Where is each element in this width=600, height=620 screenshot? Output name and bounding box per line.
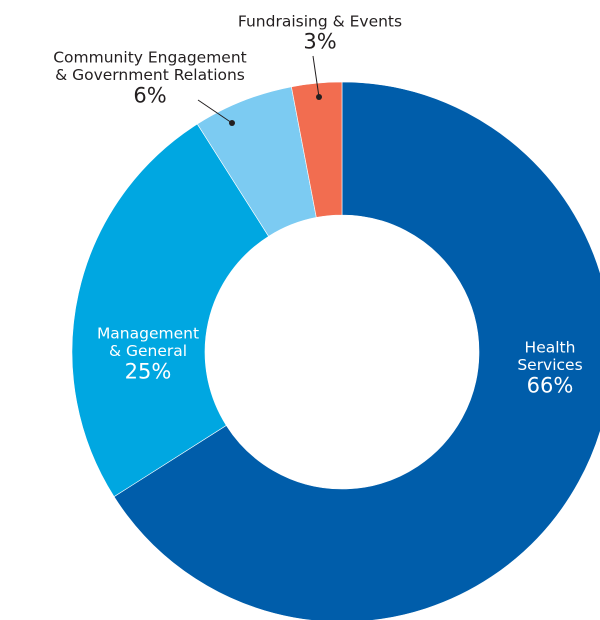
slice-label-health-services: Health Services 66% bbox=[517, 338, 582, 397]
slice-label-line: & Government Relations bbox=[55, 66, 245, 84]
donut-slices bbox=[71, 81, 600, 620]
leader-dot-fundraising-and-events bbox=[316, 94, 322, 100]
slice-label-line: Management bbox=[97, 324, 199, 342]
slice-label-management-and-general: Management & General 25% bbox=[97, 324, 199, 383]
slice-value-label: 3% bbox=[303, 29, 336, 53]
slice-health-services bbox=[113, 81, 600, 620]
leader-lines bbox=[197, 55, 322, 126]
slice-value-label: 6% bbox=[133, 83, 166, 107]
slice-label-line: Services bbox=[517, 356, 582, 374]
slice-label-fundraising-and-events: Fundraising & Events 3% bbox=[238, 12, 402, 53]
leader-line-fundraising-and-events bbox=[312, 55, 320, 98]
slice-management-and-general bbox=[71, 123, 270, 498]
slice-label-line: Fundraising & Events bbox=[238, 12, 402, 30]
slice-fundraising-and-events bbox=[291, 81, 343, 218]
slice-label-line: Health bbox=[525, 338, 576, 356]
slice-labels: Health Services 66% Management & General 25% C… bbox=[53, 12, 582, 397]
slice-label-community-engagement-and-government-relations: Community Engagement & Government Relatio… bbox=[53, 48, 247, 107]
slice-label-line: Community Engagement bbox=[53, 48, 247, 66]
leader-line-community-engagement-and-government-relations bbox=[197, 99, 233, 124]
slice-value-label: 66% bbox=[527, 373, 574, 397]
leader-dot-community-engagement-and-government-relations bbox=[229, 120, 235, 126]
slice-value-label: 25% bbox=[125, 359, 172, 383]
slice-label-line: & General bbox=[109, 342, 187, 360]
